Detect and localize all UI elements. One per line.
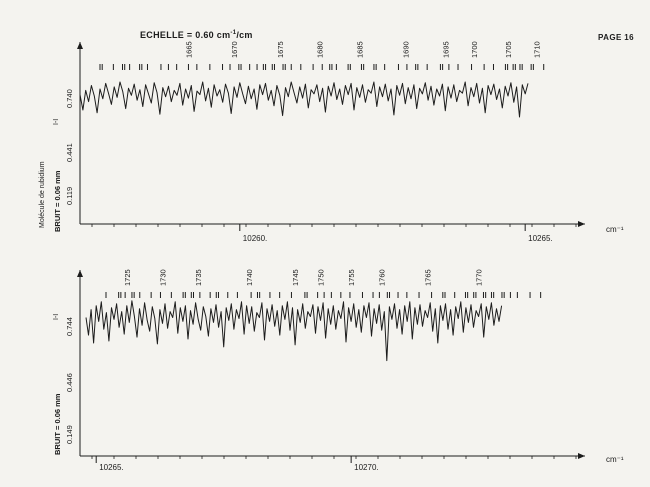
x-tick-label: 10270. bbox=[354, 463, 378, 472]
line-number-label: 1690 bbox=[401, 41, 410, 58]
y-tick-label: 0.441 bbox=[65, 143, 74, 162]
line-number-label: 1740 bbox=[245, 269, 254, 286]
line-number-label: 1700 bbox=[470, 41, 479, 58]
y-axis-label: BRUIT = 0.06 mm bbox=[53, 170, 62, 232]
panel-left-label: Molécule de rubidium bbox=[39, 161, 46, 228]
line-number-label: 1770 bbox=[475, 269, 484, 286]
y-tick-label: 0.744 bbox=[65, 317, 74, 336]
y-tick-label: 0.149 bbox=[65, 425, 74, 444]
line-number-label: 1750 bbox=[317, 269, 326, 286]
line-number-label: 1760 bbox=[378, 269, 387, 286]
line-number-label: 1685 bbox=[356, 41, 365, 58]
line-number-label: 1735 bbox=[194, 269, 203, 286]
x-axis-unit: cm⁻¹ bbox=[606, 225, 624, 234]
x-axis-arrow bbox=[578, 453, 585, 459]
y-tick-label: 0.740 bbox=[65, 89, 74, 108]
page-number: PAGE 16 bbox=[598, 33, 634, 42]
line-number-label: 1695 bbox=[441, 41, 450, 58]
y-axis-arrow bbox=[77, 42, 83, 49]
line-number-label: 1765 bbox=[424, 269, 433, 286]
x-tick-label: 10265. bbox=[528, 234, 552, 243]
x-tick-label: 10260. bbox=[243, 234, 267, 243]
spectrum-trace bbox=[85, 300, 503, 362]
y-axis-label: BRUIT = 0.06 mm bbox=[53, 393, 62, 455]
y-axis-arrow bbox=[77, 270, 83, 277]
y-axis-mark: I-I bbox=[53, 119, 60, 125]
y-tick-label: 0.446 bbox=[65, 373, 74, 392]
line-number-label: 1665 bbox=[184, 41, 193, 58]
line-number-label: 1680 bbox=[316, 41, 325, 58]
line-number-label: 1670 bbox=[230, 41, 239, 58]
line-number-label: 1730 bbox=[158, 269, 167, 286]
line-number-label: 1705 bbox=[504, 41, 513, 58]
x-axis-arrow bbox=[578, 221, 585, 227]
spectrum-trace bbox=[79, 81, 529, 118]
line-number-label: 1745 bbox=[291, 269, 300, 286]
scale-label: ECHELLE = 0.60 cm-1/cm bbox=[140, 30, 253, 40]
line-number-label: 1710 bbox=[533, 41, 542, 58]
x-tick-label: 10265. bbox=[99, 463, 123, 472]
line-number-label: 1725 bbox=[123, 269, 132, 286]
y-axis-mark: I-I bbox=[53, 314, 60, 320]
x-axis-unit: cm⁻¹ bbox=[606, 455, 624, 464]
line-number-label: 1675 bbox=[276, 41, 285, 58]
line-number-label: 1755 bbox=[347, 269, 356, 286]
y-tick-label: 0.119 bbox=[65, 187, 74, 205]
